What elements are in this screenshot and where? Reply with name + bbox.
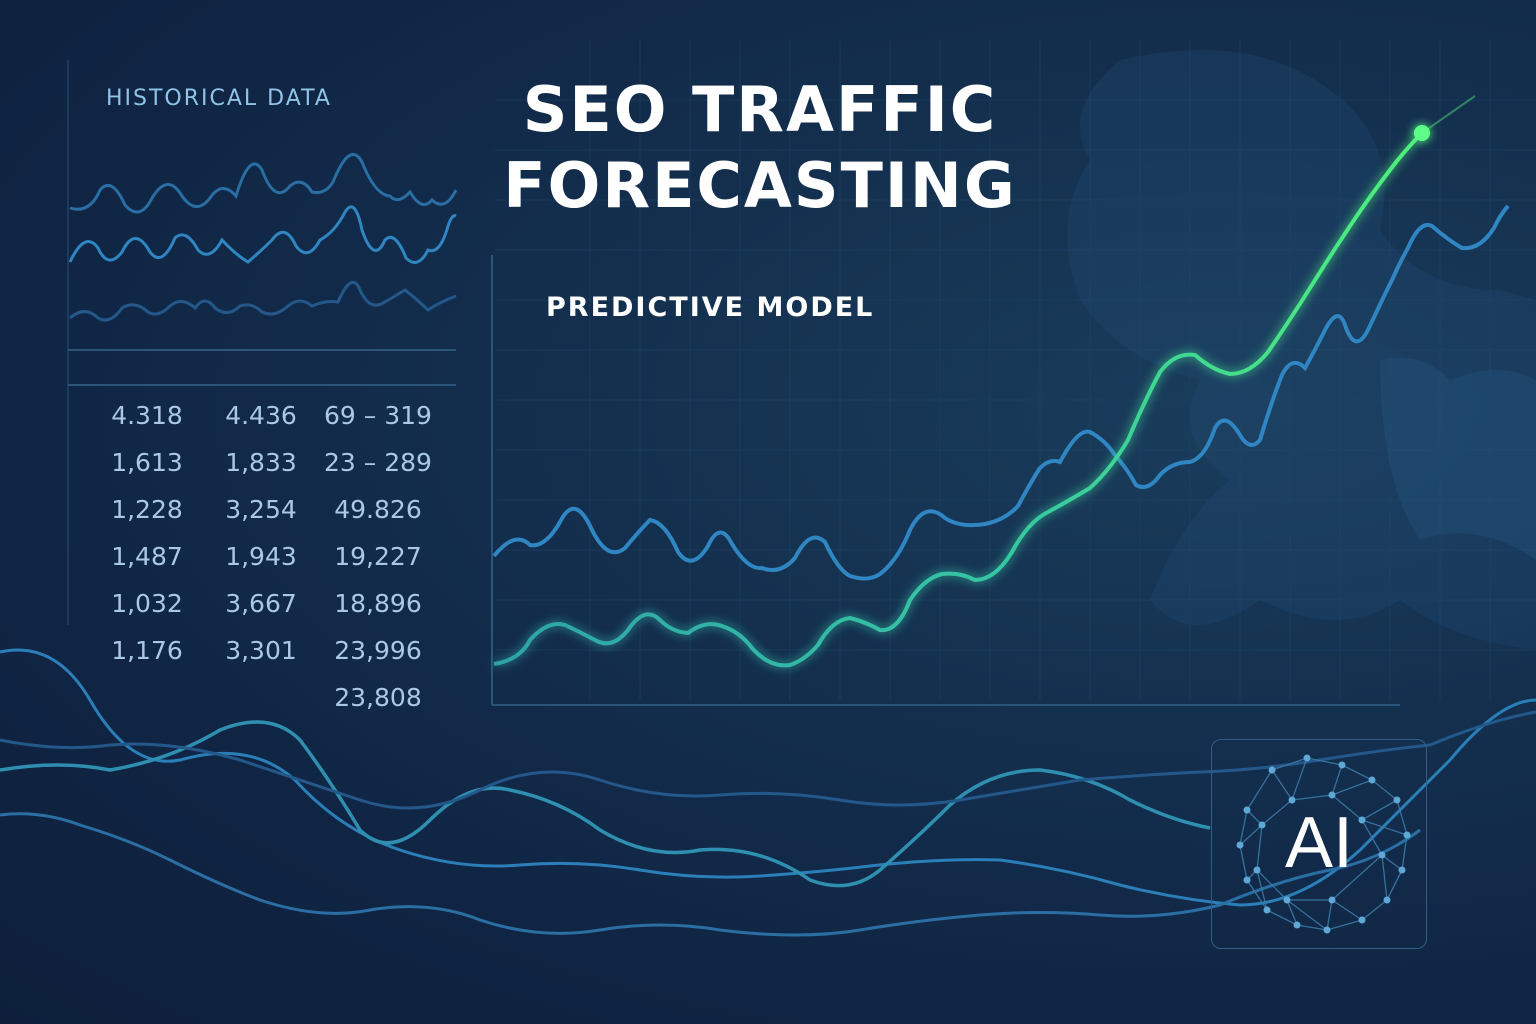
table-cell: 1,228 <box>111 495 183 524</box>
wave-1 <box>0 648 1536 907</box>
table-row: 1,613 1,833 23 – 289 <box>90 439 438 486</box>
table-row: 1,228 3,254 49.826 <box>90 486 438 533</box>
table-cell: 1,943 <box>225 542 297 571</box>
table-cell: 23 – 289 <box>324 448 432 477</box>
predictive-line-blue <box>492 204 1510 581</box>
historical-data-table: 4.318 4.436 69 – 319 1,613 1,833 23 – 28… <box>90 392 438 721</box>
table-cell: 3,301 <box>225 636 297 665</box>
table-cell: 1,833 <box>225 448 297 477</box>
world-map-silhouette <box>1067 50 1536 650</box>
wave-3 <box>0 720 1211 888</box>
table-row: 1,176 3,301 23,996 <box>90 627 438 674</box>
table-cell: 1,487 <box>111 542 183 571</box>
predictive-line-green <box>493 131 1424 668</box>
historical-sparkline-2 <box>68 205 457 264</box>
neural-network-icon <box>1236 754 1411 934</box>
wave-4 <box>0 710 1536 810</box>
historical-sparkline-3 <box>69 280 457 322</box>
historical-data-label: HISTORICAL DATA <box>106 86 332 111</box>
ai-label: AI <box>1284 803 1354 883</box>
page-title: SEO TRAFFIC FORECASTING <box>480 72 1040 224</box>
table-cell: 4.318 <box>111 401 183 430</box>
ai-badge: AI <box>1211 739 1427 949</box>
table-cell: 3,667 <box>225 589 297 618</box>
title-line-2: FORECASTING <box>503 149 1017 222</box>
table-row: 23,808 <box>90 674 438 721</box>
table-cell: 1,613 <box>111 448 183 477</box>
table-cell: 23,996 <box>334 636 422 665</box>
table-cell: 1,176 <box>111 636 183 665</box>
table-row: 1,032 3,667 18,896 <box>90 580 438 627</box>
table-cell: 49.826 <box>334 495 422 524</box>
table-cell: 19,227 <box>334 542 422 571</box>
table-row: 4.318 4.436 69 – 319 <box>90 392 438 439</box>
historical-sparkline-1 <box>69 153 458 214</box>
forecast-point <box>1414 125 1430 141</box>
table-cell: 23,808 <box>334 683 422 712</box>
table-cell: 3,254 <box>225 495 297 524</box>
table-cell: 18,896 <box>334 589 422 618</box>
predictive-model-label: PREDICTIVE MODEL <box>546 292 875 323</box>
table-row: 1,487 1,943 19,227 <box>90 533 438 580</box>
title-line-1: SEO TRAFFIC <box>522 73 998 146</box>
table-cell: 4.436 <box>225 401 297 430</box>
wave-2 <box>0 812 1421 937</box>
table-cell: 1,032 <box>111 589 183 618</box>
table-cell: 69 – 319 <box>324 401 432 430</box>
